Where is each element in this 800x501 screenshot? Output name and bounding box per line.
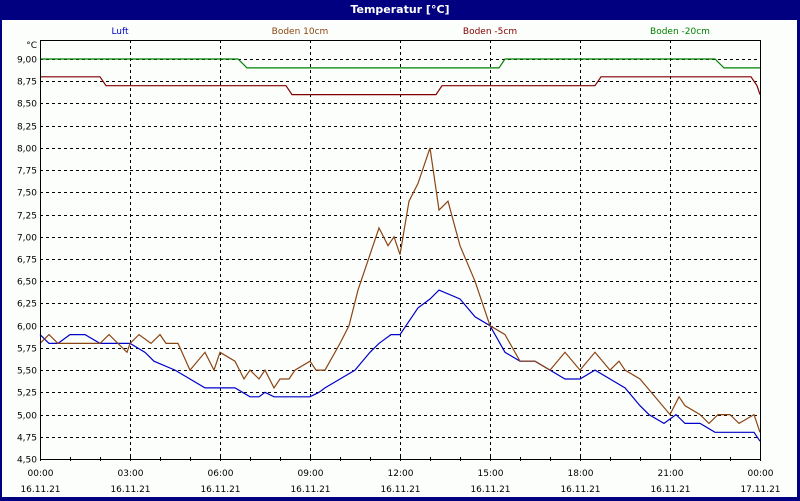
y-tick-label: 4,75 bbox=[17, 434, 37, 444]
x-tick-date: 16.11.21 bbox=[110, 485, 150, 495]
window-title: Temperatur [°C] bbox=[350, 3, 450, 16]
y-tick-label: 6,25 bbox=[17, 300, 37, 310]
x-tick-time: 18:00 bbox=[568, 469, 594, 479]
y-axis: °C 9,00 8,75 8,50 8,25 8,00 7,75 7,50 7,25 7,00 6,… bbox=[17, 41, 37, 466]
y-tick-label: 6,75 bbox=[17, 256, 37, 266]
y-tick-label: 6,50 bbox=[17, 278, 37, 288]
x-tick-time: 15:00 bbox=[478, 469, 504, 479]
series-line bbox=[39, 289, 761, 442]
x-tick-date: 16.11.21 bbox=[380, 485, 420, 495]
x-tick-date: 17.11.21 bbox=[740, 485, 780, 495]
y-unit-label: °C bbox=[26, 41, 37, 51]
series-line bbox=[39, 147, 761, 433]
y-tick-label: 7,50 bbox=[17, 189, 37, 199]
y-tick-label: 6,00 bbox=[17, 323, 37, 333]
y-tick-label: 8,50 bbox=[17, 100, 37, 110]
y-tick-label: 9,00 bbox=[17, 56, 37, 66]
y-tick-label: 4,50 bbox=[17, 456, 37, 466]
x-tick-time: 21:00 bbox=[658, 469, 684, 479]
legend-item: Boden -5cm bbox=[463, 27, 517, 37]
x-tick-date: 16.11.21 bbox=[20, 485, 60, 495]
grid bbox=[40, 40, 760, 459]
y-tick-label: 5,00 bbox=[17, 412, 37, 422]
x-tick-date: 16.11.21 bbox=[470, 485, 510, 495]
y-tick-label: 7,25 bbox=[17, 212, 37, 222]
y-tick-label: 5,25 bbox=[17, 389, 37, 399]
y-tick-label: 7,00 bbox=[17, 234, 37, 244]
plot-border bbox=[40, 40, 761, 460]
chart-area: Luft Boden 10cm Boden -5cm Boden -20cm °C 9,… bbox=[2, 20, 797, 497]
series-line bbox=[40, 58, 760, 69]
temperature-line-chart: Luft Boden 10cm Boden -5cm Boden -20cm °C 9,… bbox=[17, 27, 781, 495]
y-tick-label: 5,50 bbox=[17, 367, 37, 377]
x-tick-date: 16.11.21 bbox=[650, 485, 690, 495]
y-tick-label: 5,75 bbox=[17, 345, 37, 355]
y-tick-label: 8,25 bbox=[17, 123, 37, 133]
x-tick-time: 00:00 bbox=[28, 469, 54, 479]
legend-item: Boden 10cm bbox=[272, 27, 329, 37]
y-tick-label: 8,75 bbox=[17, 78, 37, 88]
legend: Luft Boden 10cm Boden -5cm Boden -20cm bbox=[111, 27, 710, 37]
legend-item: Luft bbox=[111, 27, 129, 37]
x-tick-time: 06:00 bbox=[208, 469, 234, 479]
x-tick-date: 16.11.21 bbox=[200, 485, 240, 495]
legend-item: Boden -20cm bbox=[650, 27, 710, 37]
series-lines bbox=[39, 58, 761, 442]
y-tick-label: 7,75 bbox=[17, 167, 37, 177]
x-tick-time: 00:00 bbox=[748, 469, 774, 479]
x-tick-date: 16.11.21 bbox=[560, 485, 600, 495]
x-axis: 00:00 16.11.21 03:00 16.11.21 06:00 16.11.21 0… bbox=[20, 457, 781, 495]
x-tick-time: 03:00 bbox=[118, 469, 144, 479]
x-tick-time: 12:00 bbox=[388, 469, 414, 479]
x-tick-time: 09:00 bbox=[298, 469, 324, 479]
x-tick-date: 16.11.21 bbox=[290, 485, 330, 495]
y-tick-label: 8,00 bbox=[17, 145, 37, 155]
series-line bbox=[40, 76, 761, 96]
